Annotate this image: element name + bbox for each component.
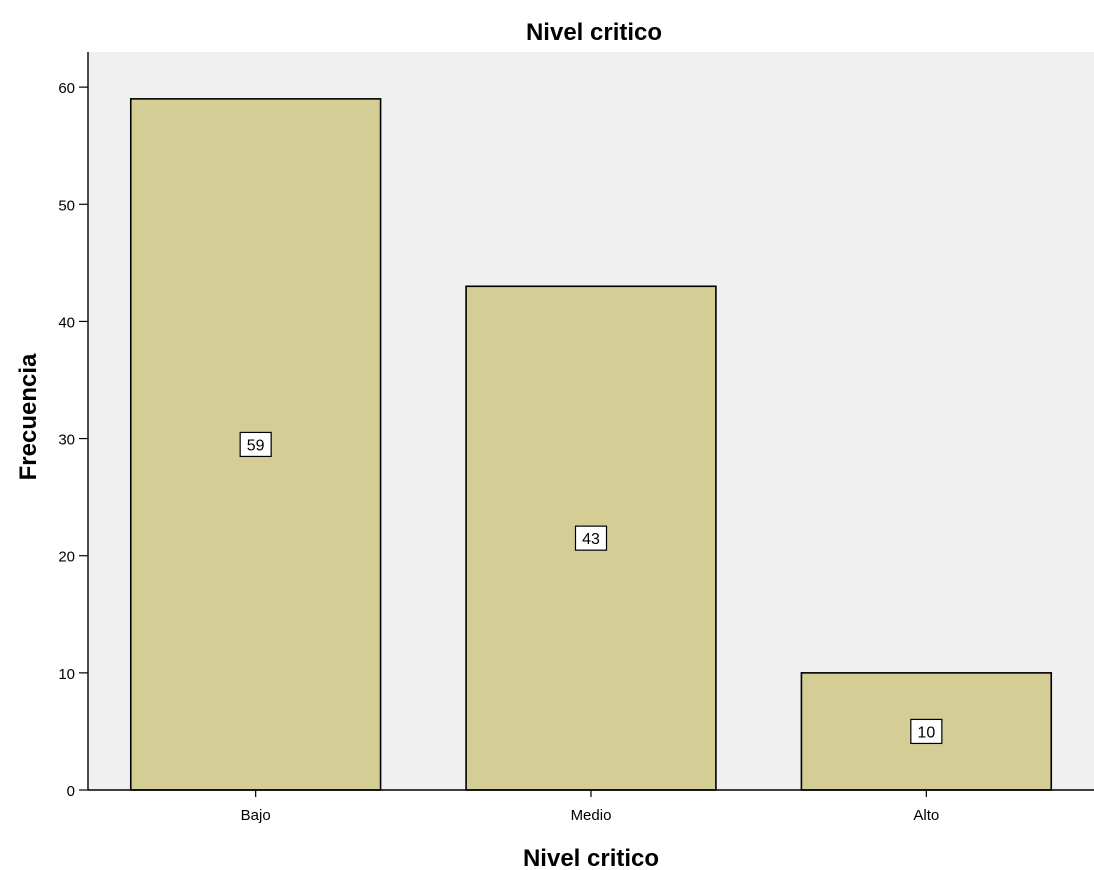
y-tick-label: 50 <box>58 197 75 214</box>
data-label: 10 <box>917 724 935 741</box>
data-label: 43 <box>582 531 600 548</box>
x-tick-label: Bajo <box>241 807 271 824</box>
y-tick-label: 10 <box>58 666 75 683</box>
data-label-box <box>910 718 943 745</box>
y-tick-label: 20 <box>58 549 75 566</box>
y-tick-label: 30 <box>58 432 75 449</box>
y-tick-label: 40 <box>58 314 75 331</box>
x-axis-title: Nivel critico <box>523 845 659 870</box>
x-tick-label: Alto <box>913 807 939 824</box>
x-tick-label: Medio <box>571 807 612 824</box>
y-axis-title: Frecuencia <box>15 353 42 480</box>
data-labels-layer: 59 43 10 <box>239 431 943 745</box>
chart-title: Nivel critico <box>526 19 662 46</box>
data-label: 59 <box>247 437 265 454</box>
axes-layer: Bajo Medio Alto 0 10 20 30 40 50 60 <box>58 52 1094 824</box>
y-tick-label: 0 <box>67 783 75 800</box>
y-tick-label: 60 <box>58 80 75 97</box>
data-label-box <box>574 525 608 551</box>
data-label-box <box>239 431 272 458</box>
